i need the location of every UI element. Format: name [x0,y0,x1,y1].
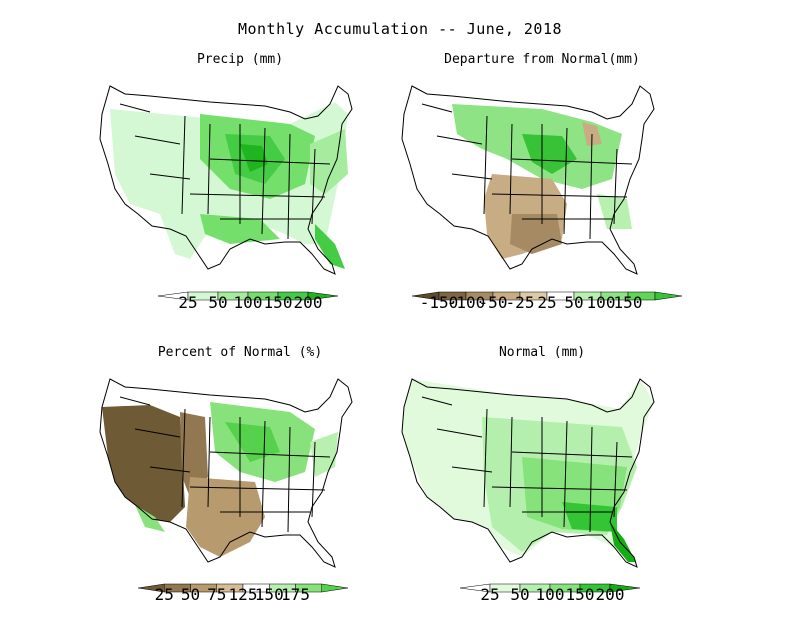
legend-swatches: 25 50 100 150 200 [459,583,641,602]
legend-swatch [609,583,641,593]
us-outline [401,378,655,568]
legend-tick-label: 200 [294,293,323,310]
panel-normal: Normal (mm) 25 50 100 150 200 [392,345,692,605]
color-legend: 25 50 100 150 200 [459,583,641,602]
legend-tick-label: -25 [506,293,535,310]
us-outline [401,85,655,275]
us-outline [99,85,353,275]
legend-tick-label: -100 [447,293,486,310]
legend-tick-label: 100 [587,293,616,310]
us-map [401,85,655,275]
legend-tick-label: 25 [480,585,499,602]
legend-tick-label: 100 [536,585,565,602]
legend-tick-label: 25 [537,293,556,310]
legend-tick-label: -150 [420,293,459,310]
color-legend: 25 50 100 150 200 [157,291,339,310]
legend-tick-label: 25 [155,585,174,602]
legend-swatches: 25 50 100 150 200 [157,291,339,310]
us-map [401,378,655,568]
legend-tick-label: 50 [510,585,529,602]
legend-tick-label: 175 [281,585,310,602]
legend-tick-label: 25 [178,293,197,310]
us-map [99,378,353,568]
legend-tick-label: 125 [229,585,258,602]
percent-shading [102,402,338,557]
legend-tick-label: 50 [181,585,200,602]
legend-tick-label: 150 [614,293,643,310]
legend-tick-label: 75 [207,585,226,602]
panel-departure: Departure from Normal(mm) -150 -100 -50 -25… [392,52,692,312]
us-outline [99,378,353,568]
panel-title: Percent of Normal (%) [157,345,323,360]
legend-tick-label: 200 [596,585,625,602]
legend-swatch [307,291,339,301]
legend-tick-label: 50 [564,293,583,310]
panel-precip: Precip (mm) 25 50 100 150 200 [90,52,390,312]
panel-percent: Percent of Normal (%) 25 50 75 125 150 175 [90,345,390,605]
panel-title: Departure from Normal(mm) [444,52,640,67]
panel-title: Precip (mm) [196,52,284,67]
legend-tick-label: -50 [479,293,508,310]
legend-tick-label: 150 [264,293,293,310]
legend-tick-label: 150 [566,585,595,602]
us-map [99,85,353,275]
legend-tick-label: 50 [208,293,227,310]
precip-shading [110,102,348,269]
legend-tick-label: 100 [234,293,263,310]
legend-tick-label: 150 [255,585,284,602]
legend-swatch [654,291,683,301]
panel-title: Normal (mm) [498,345,586,360]
figure-title: Monthly Accumulation -- June, 2018 [237,20,563,38]
normal-shading [402,379,654,567]
legend-swatch [321,583,349,593]
